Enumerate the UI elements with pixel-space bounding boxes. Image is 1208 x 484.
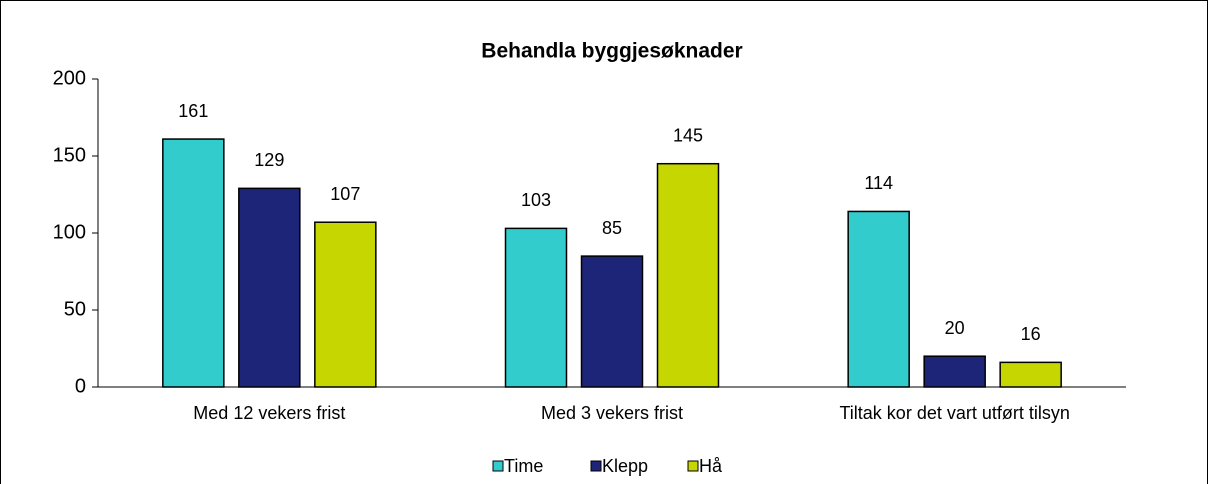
legend-label: Time (504, 456, 543, 476)
bar (656, 162, 720, 388)
bar (504, 227, 568, 388)
bar (847, 210, 910, 388)
y-tick-label: 50 (64, 298, 86, 320)
y-tick-label: 0 (75, 375, 86, 397)
data-label: 161 (178, 101, 208, 121)
bar (580, 255, 644, 388)
x-tick-label: Med 12 vekers frist (193, 403, 345, 423)
data-label: 16 (1021, 324, 1041, 344)
x-tick-label: Med 3 vekers frist (541, 403, 683, 423)
data-label: 145 (673, 125, 703, 145)
chart-title: Behandla byggjesøknader (481, 40, 742, 63)
y-tick-label: 200 (53, 67, 86, 89)
data-label: 107 (330, 184, 360, 204)
bar (162, 138, 225, 388)
legend-swatch (687, 460, 699, 472)
bar (238, 187, 301, 388)
bar (314, 221, 377, 388)
bar (923, 355, 986, 388)
data-label: 129 (254, 150, 284, 170)
data-label: 114 (864, 173, 893, 193)
x-tick-label: Tiltak kor det vart utført tilsyn (839, 403, 1069, 423)
y-tick-label: 150 (53, 144, 86, 166)
data-label: 20 (945, 318, 965, 338)
data-label: 85 (602, 218, 622, 238)
bar (999, 361, 1062, 388)
data-label: 103 (521, 190, 551, 210)
y-tick-label: 100 (53, 221, 86, 243)
legend-label: Hå (699, 456, 723, 476)
legend-label: Klepp (602, 456, 648, 476)
legend-swatch (590, 460, 602, 472)
legend-swatch (492, 460, 504, 472)
